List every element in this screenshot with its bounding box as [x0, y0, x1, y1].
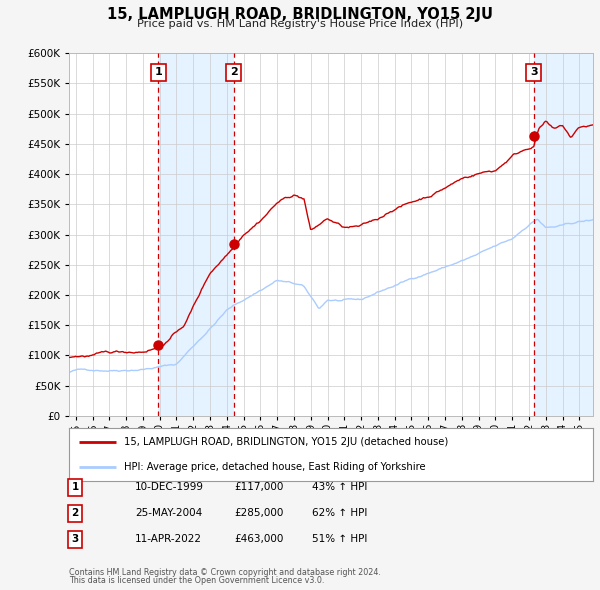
Text: 15, LAMPLUGH ROAD, BRIDLINGTON, YO15 2JU: 15, LAMPLUGH ROAD, BRIDLINGTON, YO15 2JU	[107, 7, 493, 22]
Text: 1: 1	[71, 483, 79, 492]
Text: 43% ↑ HPI: 43% ↑ HPI	[312, 483, 367, 492]
Text: Contains HM Land Registry data © Crown copyright and database right 2024.: Contains HM Land Registry data © Crown c…	[69, 568, 381, 577]
Text: £463,000: £463,000	[234, 535, 283, 544]
Bar	[158, 53, 233, 416]
Text: 2: 2	[230, 67, 238, 77]
Text: £285,000: £285,000	[234, 509, 283, 518]
Bar	[534, 53, 593, 416]
Text: 10-DEC-1999: 10-DEC-1999	[135, 483, 204, 492]
Text: 25-MAY-2004: 25-MAY-2004	[135, 509, 202, 518]
Text: £117,000: £117,000	[234, 483, 283, 492]
Text: This data is licensed under the Open Government Licence v3.0.: This data is licensed under the Open Gov…	[69, 576, 325, 585]
Text: 15, LAMPLUGH ROAD, BRIDLINGTON, YO15 2JU (detached house): 15, LAMPLUGH ROAD, BRIDLINGTON, YO15 2JU…	[124, 437, 448, 447]
Text: HPI: Average price, detached house, East Riding of Yorkshire: HPI: Average price, detached house, East…	[124, 461, 425, 471]
Text: 62% ↑ HPI: 62% ↑ HPI	[312, 509, 367, 518]
Text: 11-APR-2022: 11-APR-2022	[135, 535, 202, 544]
Text: 3: 3	[71, 535, 79, 544]
Text: 1: 1	[154, 67, 162, 77]
Text: 51% ↑ HPI: 51% ↑ HPI	[312, 535, 367, 544]
Text: 3: 3	[530, 67, 538, 77]
Text: 2: 2	[71, 509, 79, 518]
Text: Price paid vs. HM Land Registry's House Price Index (HPI): Price paid vs. HM Land Registry's House …	[137, 19, 463, 30]
